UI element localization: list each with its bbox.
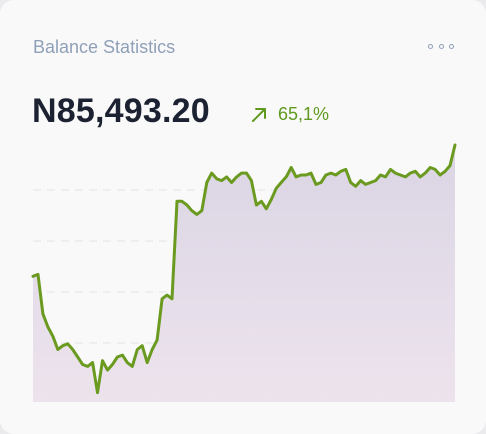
- change-value: 65,1%: [278, 104, 330, 124]
- more-options-button[interactable]: [428, 38, 454, 54]
- more-horizontal-icon-dot: [449, 43, 454, 49]
- balance-chart: [31, 143, 457, 402]
- more-horizontal-icon-dot: [438, 43, 444, 49]
- chart-series-line: [31, 143, 457, 395]
- more-horizontal-icon: [428, 43, 433, 49]
- arrow-up-right-icon: [252, 107, 266, 122]
- chart-area: [33, 145, 455, 402]
- change-indicator: 65,1%: [250, 104, 329, 125]
- balance-amount: N85,493.20: [32, 92, 210, 130]
- card-title: Balance Statistics: [33, 37, 176, 57]
